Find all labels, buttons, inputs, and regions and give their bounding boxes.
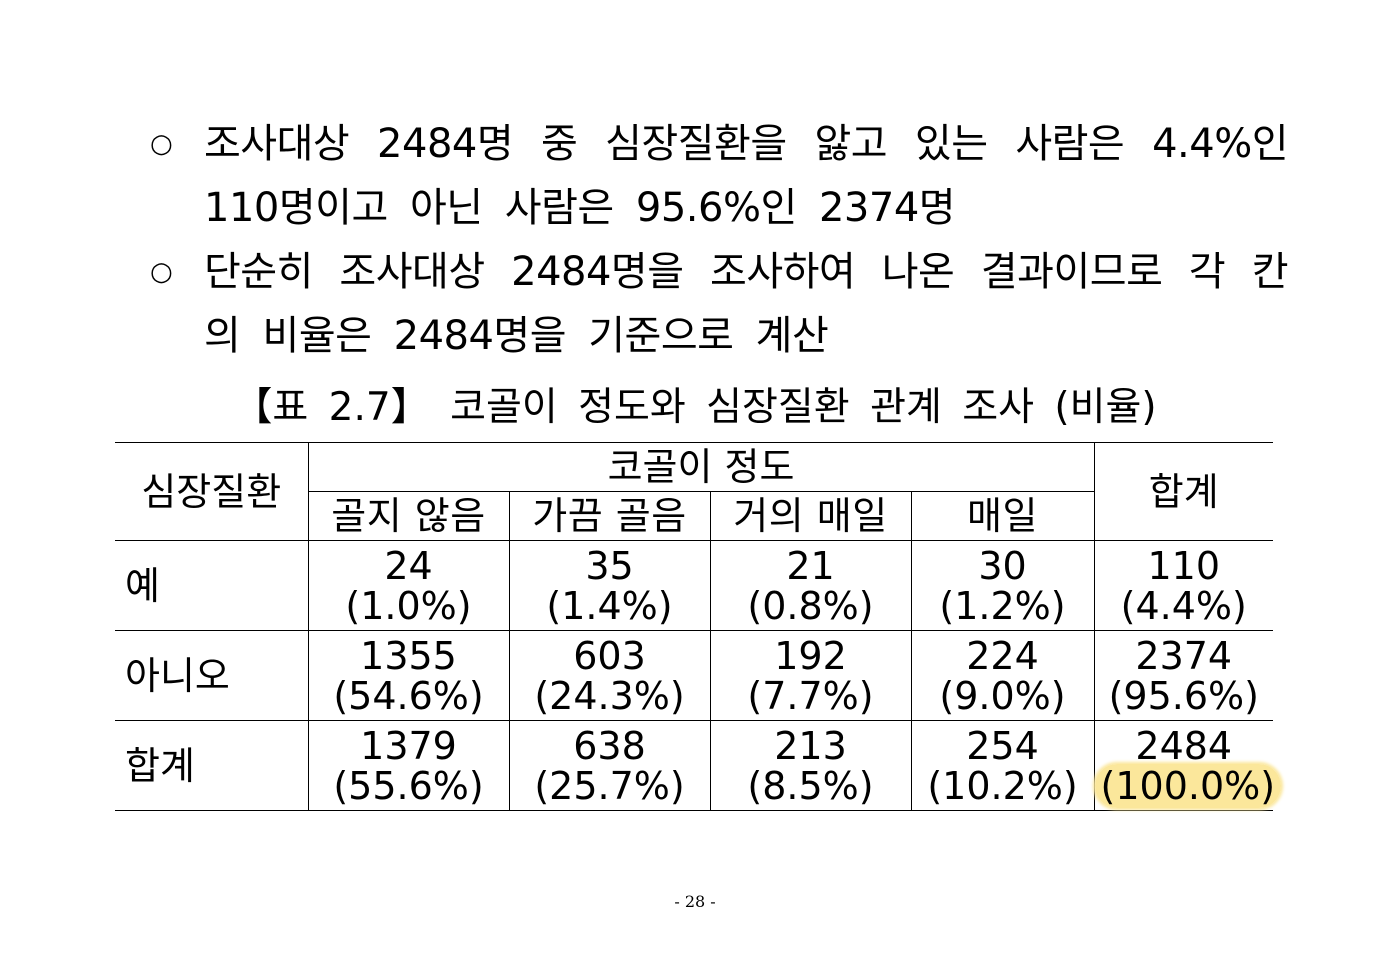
table-subheader-row: 골지 않음 가끔 골음 거의 매일 매일 xyxy=(115,491,1273,541)
cell-count: 638 xyxy=(573,723,646,768)
column-header: 골지 않음 xyxy=(308,491,510,541)
cell-count: 30 xyxy=(978,543,1027,588)
cell-percent: (95.6%) xyxy=(1108,673,1259,718)
cell-percent: (1.2%) xyxy=(939,583,1066,628)
total-header-cell: 합계 xyxy=(1093,442,1274,541)
column-header: 거의 매일 xyxy=(709,491,912,541)
row-label: 예 xyxy=(115,540,309,631)
table-cell: 192 (7.7%) xyxy=(709,630,912,721)
cell-percent: (24.3%) xyxy=(534,673,685,718)
table-cell: 603 (24.3%) xyxy=(508,630,711,721)
cell-percent: (1.4%) xyxy=(546,583,673,628)
cell-percent: (55.6%) xyxy=(333,763,484,808)
cell-percent: (1.0%) xyxy=(345,583,472,628)
column-header: 가끔 골음 xyxy=(508,491,711,541)
cell-count: 21 xyxy=(786,543,835,588)
cell-count: 110 xyxy=(1147,543,1221,588)
table-cell: 1379 (55.6%) xyxy=(307,720,510,811)
table-cell: 1355 (54.6%) xyxy=(307,630,510,721)
table-row: 합계 1379 (55.6%) 638 (25.7%) 213 (8.5%) 254(… xyxy=(115,720,1282,811)
cell-percent: (10.2%) xyxy=(927,763,1078,808)
bullet-circle-icon: ○ xyxy=(150,129,173,159)
cell-count: 2374 xyxy=(1135,633,1233,678)
row-header-cell: 심장질환 xyxy=(115,442,309,541)
table-cell: 24 (1.0%) xyxy=(307,540,510,631)
page-number: - 28 - xyxy=(674,892,716,911)
cell-percent: (9.0%) xyxy=(939,673,1066,718)
cell-percent: (0.8%) xyxy=(747,583,874,628)
bullet-list: ○ 조사대상 2484명 중 심장질환을 앓고 있는 사람은 4.4%인 110… xyxy=(148,112,1289,368)
table-cell: 2374 (95.6%) xyxy=(1093,630,1274,721)
table-row: 아니오 1355 (54.6%) 603 (24.3%) 192 (7.7%) 224… xyxy=(115,630,1274,721)
table-cell: 254 (10.2%) xyxy=(910,720,1095,811)
cell-percent: (8.5%) xyxy=(747,763,874,808)
cell-percent: (25.7%) xyxy=(534,763,685,808)
cell-percent: (54.6%) xyxy=(333,673,484,718)
highlighted-percent: (100.0%) xyxy=(1094,763,1282,808)
bullet-text: 단순히 조사대상 2484명을 조사하여 나온 결과이므로 각 칸의 비율은 2… xyxy=(204,249,1289,359)
cell-count: 192 xyxy=(774,633,847,678)
table-cell: 638 (25.7%) xyxy=(508,720,711,811)
table-cell: 110 (4.4%) xyxy=(1093,540,1274,631)
cell-count: 254 xyxy=(966,723,1039,768)
cell-count: 603 xyxy=(573,633,646,678)
cell-count: 24 xyxy=(384,543,433,588)
bullet-item: ○ 조사대상 2484명 중 심장질환을 앓고 있는 사람은 4.4%인 110… xyxy=(148,112,1289,240)
table-cell: 21 (0.8%) xyxy=(709,540,912,631)
table-cell: 30 (1.2%) xyxy=(910,540,1095,631)
cell-count: 35 xyxy=(585,543,634,588)
table-header-row: 심장질환 코골이 정도 합계 xyxy=(115,442,1274,541)
cell-count: 224 xyxy=(966,633,1039,678)
cell-count: 1379 xyxy=(360,723,457,768)
table-cell: 2484 (100.0%) xyxy=(1093,720,1282,811)
column-header: 매일 xyxy=(910,491,1095,541)
cell-percent: (7.7%) xyxy=(747,673,874,718)
table-cell: 35 (1.4%) xyxy=(508,540,711,631)
bullet-circle-icon: ○ xyxy=(150,257,173,287)
group-header-cell: 코골이 정도 xyxy=(307,442,1095,492)
cell-percent: (100.0%) xyxy=(1094,763,1282,808)
table-caption: 【표 2.7】 코골이 정도와 심장질환 관계 조사 (비율) xyxy=(233,385,1157,430)
cell-count: 1355 xyxy=(360,633,457,678)
table-cell: 224 (9.0%) xyxy=(910,630,1095,721)
cell-percent: (4.4%) xyxy=(1120,583,1247,628)
table-cell: 213 (8.5%) xyxy=(709,720,912,811)
cell-count: 213 xyxy=(774,723,847,768)
data-table: 심장질환 코골이 정도 합계 골지 않음 가끔 골음 거의 매일 매일 예 24… xyxy=(115,442,1282,811)
bullet-item: ○ 단순히 조사대상 2484명을 조사하여 나온 결과이므로 각 칸의 비율은… xyxy=(148,240,1289,368)
row-label: 아니오 xyxy=(115,630,309,721)
cell-count: 2484 xyxy=(1135,723,1233,768)
bullet-text: 조사대상 2484명 중 심장질환을 앓고 있는 사람은 4.4%인 110명이… xyxy=(204,121,1289,231)
row-label: 합계 xyxy=(115,720,309,811)
table-row: 예 24 (1.0%) 35 (1.4%) 21 (0.8%) 30 (1.2%) 11… xyxy=(115,540,1274,631)
